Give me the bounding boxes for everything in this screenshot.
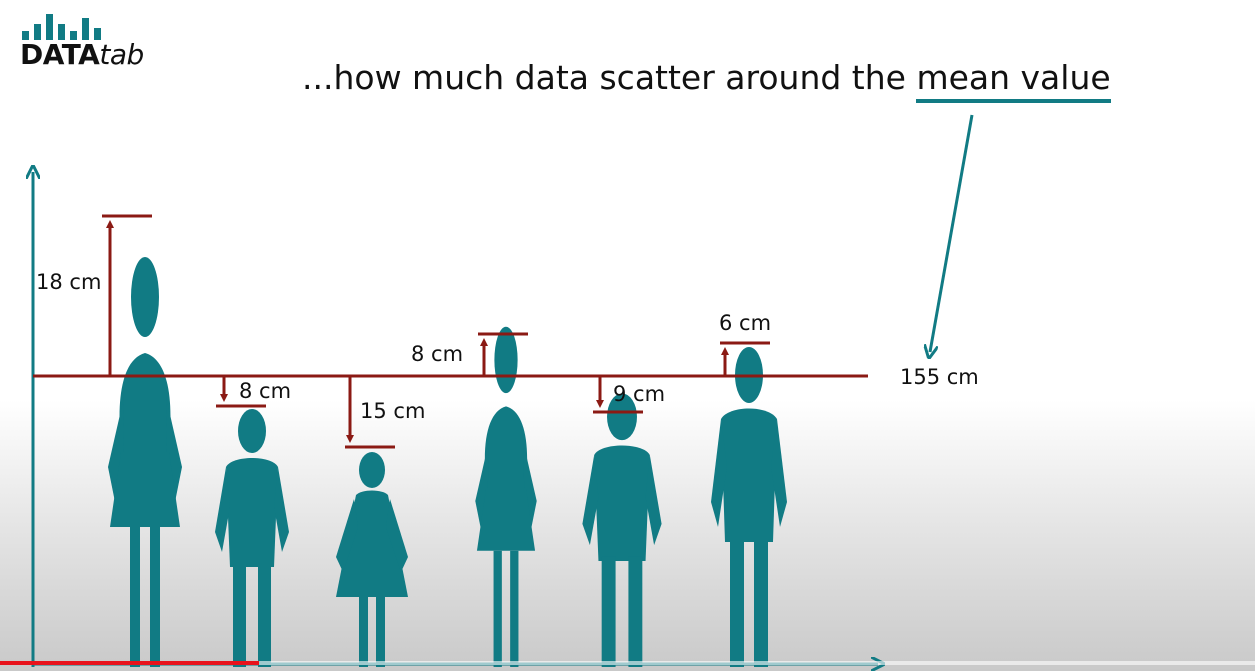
- person-boy-1: [215, 409, 289, 667]
- logo-text: DATAtab: [20, 38, 144, 71]
- video-progress-fill: [0, 661, 259, 665]
- deviation-label-1: 18 cm: [36, 270, 101, 294]
- deviation-label-4: 8 cm: [411, 342, 463, 366]
- headline: ...how much data scatter around the mean…: [302, 58, 1111, 103]
- deviation-label-3: 15 cm: [360, 399, 425, 423]
- person-girl: [336, 452, 408, 667]
- person-woman-2: [475, 326, 537, 667]
- mean-label: 155 cm: [900, 365, 979, 389]
- person-man: [711, 347, 787, 667]
- logo-bars-icon: [22, 14, 144, 40]
- headline-prefix: ...how much data scatter around the: [302, 58, 917, 97]
- video-progress-bar[interactable]: [0, 661, 1255, 665]
- datatab-logo: DATAtab: [20, 14, 144, 70]
- person-boy-2: [582, 393, 662, 667]
- pointer-arrow: [930, 114, 974, 352]
- deviation-label-5: 9 cm: [613, 382, 665, 406]
- headline-highlight: mean value: [916, 58, 1111, 103]
- person-woman-1: [108, 257, 182, 667]
- deviation-label-6: 6 cm: [719, 311, 771, 335]
- deviation-label-2: 8 cm: [239, 379, 291, 403]
